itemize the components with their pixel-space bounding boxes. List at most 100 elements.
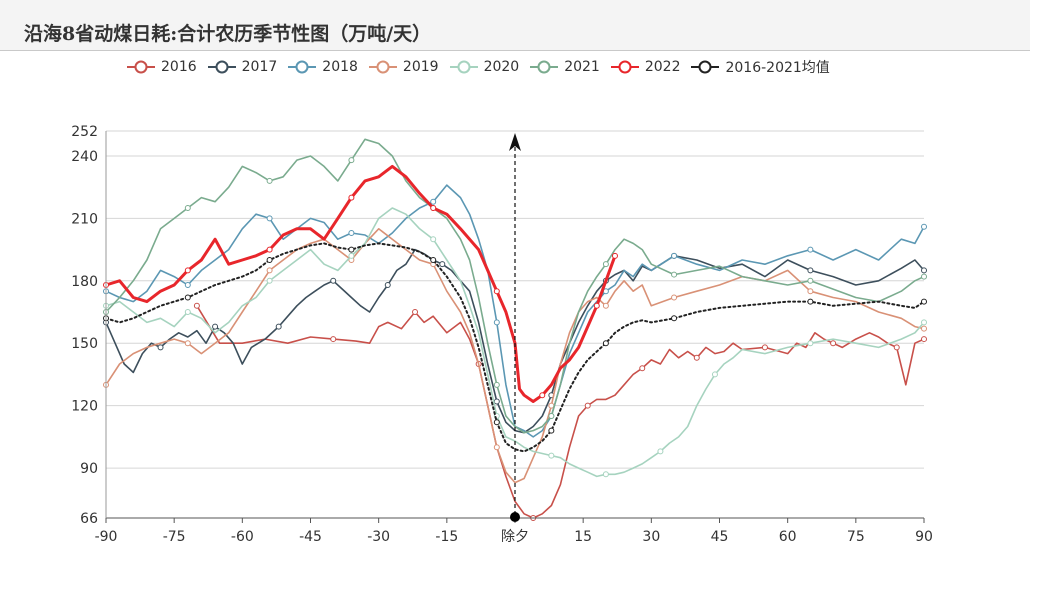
series-line[interactable] bbox=[104, 164, 617, 403]
data-point bbox=[493, 398, 500, 405]
legend-item[interactable]: 2016-2021均值 bbox=[690, 57, 830, 77]
series-2019 bbox=[103, 228, 927, 484]
data-point bbox=[807, 246, 814, 253]
x-tick-label: -90 bbox=[95, 529, 118, 545]
data-point bbox=[807, 267, 814, 274]
series-2022 bbox=[103, 164, 618, 403]
data-point bbox=[548, 413, 555, 420]
data-point bbox=[348, 194, 355, 201]
data-point bbox=[157, 344, 164, 351]
chart-title: 沿海8省动煤日耗:合计农历季节性图（万吨/天） bbox=[24, 23, 432, 45]
data-point bbox=[807, 277, 814, 284]
x-tick-label: -15 bbox=[435, 529, 458, 545]
data-point bbox=[184, 340, 191, 347]
legend-item[interactable]: 2022 bbox=[610, 59, 681, 75]
data-point bbox=[807, 298, 814, 305]
series-2018 bbox=[103, 184, 927, 438]
legend-item[interactable]: 2017 bbox=[207, 59, 278, 75]
data-point bbox=[584, 402, 591, 409]
axes: 66 90 120 150 180 210 240 252 -90 -75 -60 -45 -30 -15… bbox=[71, 124, 933, 545]
legend-line-circle-icon bbox=[207, 60, 236, 74]
data-point bbox=[921, 223, 927, 230]
data-point bbox=[807, 340, 814, 347]
x-tick-label: 75 bbox=[847, 529, 865, 545]
data-point bbox=[266, 177, 273, 184]
data-point bbox=[275, 323, 282, 330]
data-point bbox=[639, 365, 646, 372]
x-tick-label: -45 bbox=[299, 529, 322, 545]
x-tick-label: 15 bbox=[574, 529, 592, 545]
data-point bbox=[711, 371, 718, 378]
series-layer bbox=[103, 138, 927, 521]
data-point bbox=[266, 267, 273, 274]
data-point bbox=[348, 246, 355, 253]
data-point bbox=[384, 281, 391, 288]
y-tick-label: 66 bbox=[80, 511, 98, 527]
data-point bbox=[493, 288, 500, 295]
data-point bbox=[184, 267, 191, 274]
data-point bbox=[493, 381, 500, 388]
y-tick-label: 180 bbox=[71, 274, 98, 290]
legend-item[interactable]: 2019 bbox=[368, 59, 439, 75]
series-line[interactable] bbox=[196, 305, 925, 519]
y-tick-label: 120 bbox=[71, 399, 98, 415]
data-point bbox=[602, 471, 609, 478]
y-tick-label: 90 bbox=[80, 461, 98, 477]
data-point bbox=[330, 336, 337, 343]
legend-item[interactable]: 2020 bbox=[449, 59, 520, 75]
series-2016-2021均值 bbox=[103, 242, 927, 453]
data-point bbox=[611, 252, 618, 259]
legend-line-circle-icon bbox=[530, 60, 559, 74]
data-point bbox=[921, 267, 927, 274]
legend-label: 2020 bbox=[483, 59, 520, 75]
legend-label: 2017 bbox=[241, 59, 278, 75]
data-point bbox=[602, 302, 609, 309]
data-point bbox=[184, 294, 191, 301]
legend-line-circle-icon bbox=[288, 60, 317, 74]
data-point bbox=[193, 302, 200, 309]
data-point bbox=[807, 288, 814, 295]
data-point bbox=[184, 309, 191, 316]
data-point bbox=[761, 344, 768, 351]
data-point bbox=[539, 392, 546, 399]
data-point bbox=[921, 273, 927, 280]
data-point bbox=[266, 246, 273, 253]
data-point bbox=[330, 277, 337, 284]
x-tick-label: 除夕 bbox=[501, 529, 529, 545]
data-point bbox=[493, 319, 500, 326]
data-point bbox=[348, 229, 355, 236]
legend-label: 2022 bbox=[644, 59, 681, 75]
legend-line-circle-icon bbox=[449, 60, 478, 74]
x-tick-label: 60 bbox=[779, 529, 797, 545]
legend: 2016 2017 2018 2019 2020 2021 2022 2016-2021均值 bbox=[126, 56, 840, 78]
legend-item[interactable]: 2016 bbox=[126, 59, 197, 75]
data-point bbox=[212, 323, 219, 330]
series-line[interactable] bbox=[105, 207, 925, 478]
data-point bbox=[657, 448, 664, 455]
data-point bbox=[602, 340, 609, 347]
data-point bbox=[348, 252, 355, 259]
data-point bbox=[548, 452, 555, 459]
data-point bbox=[693, 354, 700, 361]
legend-label: 2018 bbox=[322, 59, 358, 75]
data-point bbox=[430, 257, 437, 263]
series-2016 bbox=[193, 302, 927, 521]
legend-label: 2016-2021均值 bbox=[725, 60, 830, 76]
data-point bbox=[921, 319, 927, 326]
data-point bbox=[671, 252, 678, 259]
x-tick-label: -75 bbox=[163, 529, 186, 545]
x-tick-label: 45 bbox=[711, 529, 729, 545]
data-point bbox=[671, 294, 678, 301]
legend-item[interactable]: 2018 bbox=[287, 59, 358, 75]
y-tick-label: 252 bbox=[71, 124, 98, 140]
data-point bbox=[493, 419, 500, 426]
data-point bbox=[430, 204, 437, 211]
y-tick-label: 150 bbox=[71, 336, 98, 352]
legend-item[interactable]: 2021 bbox=[529, 59, 600, 75]
x-tick-label: -60 bbox=[231, 529, 254, 545]
legend-label: 2019 bbox=[402, 59, 439, 75]
data-point bbox=[921, 298, 927, 305]
y-tick-label: 240 bbox=[71, 149, 98, 165]
data-point bbox=[830, 340, 837, 347]
